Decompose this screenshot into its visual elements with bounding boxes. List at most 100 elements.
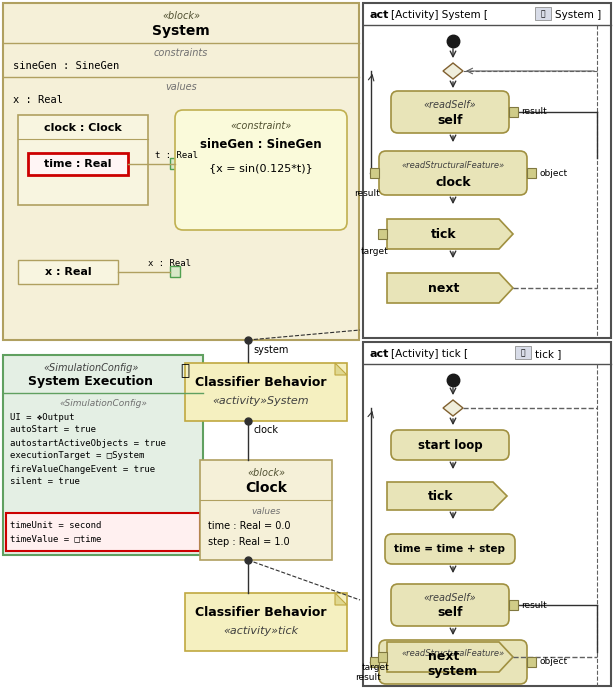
Text: «readSelf»: «readSelf» xyxy=(424,593,476,603)
Text: start loop: start loop xyxy=(417,438,482,451)
Bar xyxy=(509,107,518,117)
Bar xyxy=(378,652,387,662)
FancyBboxPatch shape xyxy=(391,430,509,460)
Bar xyxy=(170,266,180,277)
Text: System ]: System ] xyxy=(555,10,601,20)
Text: sineGen : SineGen: sineGen : SineGen xyxy=(13,61,120,71)
Text: values: values xyxy=(165,82,197,92)
Text: target: target xyxy=(361,248,389,257)
Text: step : Real = 1.0: step : Real = 1.0 xyxy=(208,537,289,547)
Text: «readSelf»: «readSelf» xyxy=(424,100,476,110)
Text: time : Real: time : Real xyxy=(44,159,112,169)
Text: Classifier Behavior: Classifier Behavior xyxy=(196,607,327,619)
Bar xyxy=(527,657,536,667)
Bar xyxy=(363,3,611,338)
Text: target: target xyxy=(362,663,390,671)
Bar xyxy=(200,460,332,560)
Text: tick ]: tick ] xyxy=(535,349,562,359)
Text: executionTarget = □System: executionTarget = □System xyxy=(10,451,145,460)
Text: system: system xyxy=(253,345,288,355)
Text: «activity»tick: «activity»tick xyxy=(223,626,299,636)
FancyBboxPatch shape xyxy=(379,640,527,684)
Polygon shape xyxy=(387,482,507,510)
Text: System Execution: System Execution xyxy=(28,376,153,389)
Text: tick: tick xyxy=(428,489,454,502)
Text: object: object xyxy=(539,169,567,178)
Polygon shape xyxy=(335,363,347,375)
Text: Classifier Behavior: Classifier Behavior xyxy=(196,376,327,389)
Bar xyxy=(378,229,387,239)
Text: tick: tick xyxy=(431,228,457,241)
Bar xyxy=(3,355,203,555)
Text: fireValueChangeEvent = true: fireValueChangeEvent = true xyxy=(10,464,155,473)
Bar xyxy=(535,7,551,20)
Bar xyxy=(370,657,379,667)
Text: time : Real = 0.0: time : Real = 0.0 xyxy=(208,521,291,531)
Text: clock: clock xyxy=(253,425,278,435)
Polygon shape xyxy=(387,642,513,672)
Text: t : Real: t : Real xyxy=(155,151,198,160)
Polygon shape xyxy=(443,400,463,416)
Text: [Activity] tick [: [Activity] tick [ xyxy=(391,349,468,359)
Text: {x = sin(0.125*t)}: {x = sin(0.125*t)} xyxy=(209,163,313,173)
Text: «activity»System: «activity»System xyxy=(213,396,310,406)
Text: timeValue = □time: timeValue = □time xyxy=(10,535,101,544)
FancyBboxPatch shape xyxy=(385,534,515,564)
Text: «SimulationConfig»: «SimulationConfig» xyxy=(44,363,139,373)
Text: autoStart = true: autoStart = true xyxy=(10,425,96,435)
Text: silent = true: silent = true xyxy=(10,477,80,486)
Text: sineGen : SineGen: sineGen : SineGen xyxy=(200,138,322,151)
Polygon shape xyxy=(387,219,513,249)
Text: result: result xyxy=(521,107,547,116)
FancyBboxPatch shape xyxy=(175,110,347,230)
Text: constraints: constraints xyxy=(154,48,208,58)
Text: self: self xyxy=(437,114,463,127)
Text: time = time + step: time = time + step xyxy=(395,544,506,554)
Text: «constraint»: «constraint» xyxy=(230,121,292,131)
Text: result: result xyxy=(521,601,547,610)
FancyBboxPatch shape xyxy=(391,91,509,133)
Text: System: System xyxy=(152,24,210,38)
Polygon shape xyxy=(387,273,513,303)
Text: autostartActiveObjects = true: autostartActiveObjects = true xyxy=(10,438,166,447)
Bar xyxy=(6,513,200,551)
Text: x : Real: x : Real xyxy=(45,267,91,277)
Bar xyxy=(515,346,531,359)
Text: act: act xyxy=(369,349,389,359)
Text: result: result xyxy=(355,672,381,682)
Text: 🖼: 🖼 xyxy=(520,349,525,358)
Bar xyxy=(527,168,536,178)
Text: self: self xyxy=(437,607,463,619)
Text: clock : Clock: clock : Clock xyxy=(44,123,122,133)
Bar xyxy=(370,168,379,178)
Bar xyxy=(18,115,148,205)
Text: timeUnit = second: timeUnit = second xyxy=(10,521,101,530)
FancyBboxPatch shape xyxy=(391,584,509,626)
Text: system: system xyxy=(428,665,478,678)
Text: Clock: Clock xyxy=(245,481,287,495)
Text: «readStructuralFeature»: «readStructuralFeature» xyxy=(402,649,504,658)
Text: object: object xyxy=(539,658,567,667)
Bar xyxy=(185,593,347,651)
Polygon shape xyxy=(335,593,347,605)
Bar xyxy=(363,342,611,686)
Text: 🖼: 🖼 xyxy=(541,10,546,19)
Text: result: result xyxy=(354,189,380,199)
Bar xyxy=(185,363,347,421)
Text: UI = ❖Output: UI = ❖Output xyxy=(10,413,75,422)
Text: values: values xyxy=(251,508,281,517)
Text: x : Real: x : Real xyxy=(148,259,191,268)
FancyBboxPatch shape xyxy=(379,151,527,195)
Bar xyxy=(18,260,118,284)
Text: next: next xyxy=(428,650,460,663)
Text: 🔧: 🔧 xyxy=(180,363,189,378)
Text: next: next xyxy=(428,281,460,294)
Bar xyxy=(170,158,180,169)
Text: x : Real: x : Real xyxy=(13,95,63,105)
Text: «readStructuralFeature»: «readStructuralFeature» xyxy=(402,160,504,169)
Text: «block»: «block» xyxy=(162,11,200,21)
Text: clock: clock xyxy=(435,175,471,189)
Text: «block»: «block» xyxy=(247,468,285,478)
Bar xyxy=(509,600,518,610)
Polygon shape xyxy=(443,63,463,79)
